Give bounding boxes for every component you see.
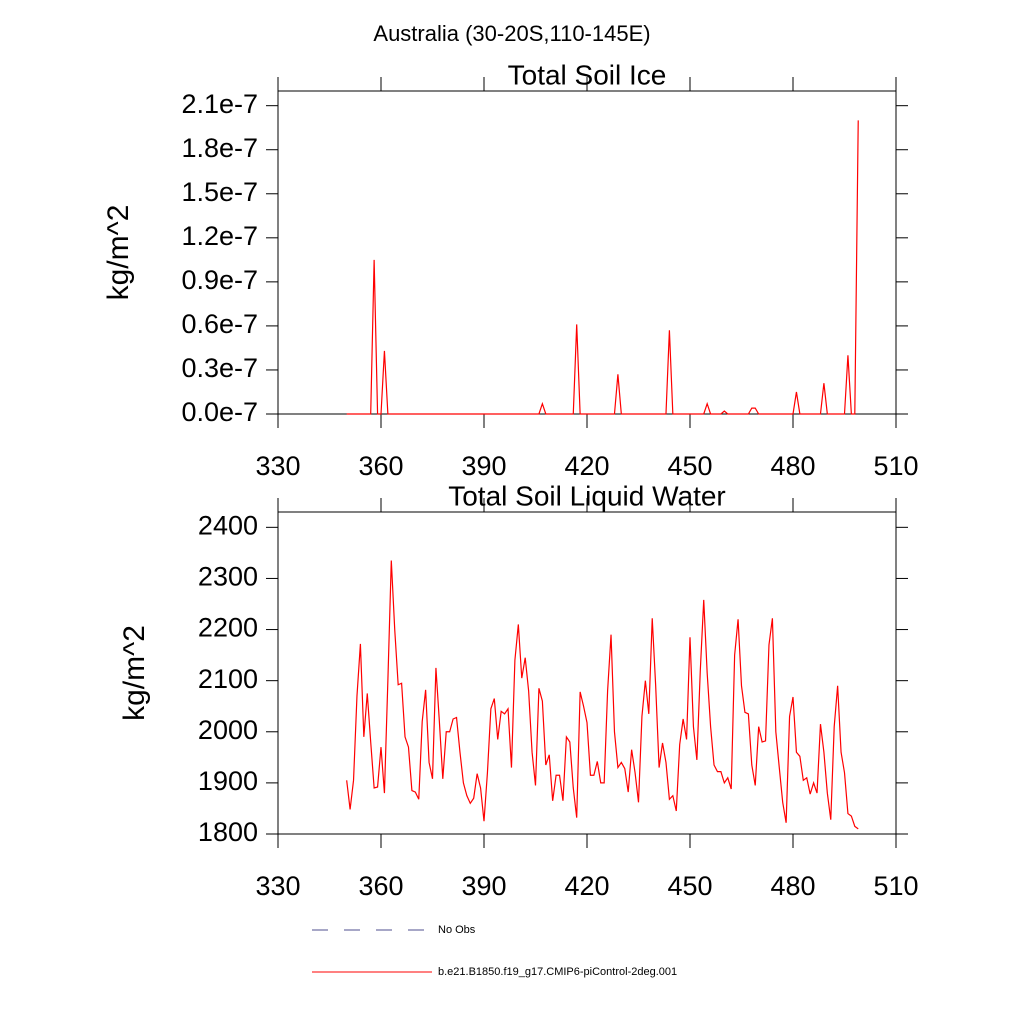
legend-label: No Obs <box>438 924 476 936</box>
x-tick-label: 360 <box>358 871 403 901</box>
y-tick-label: 2200 <box>198 613 258 643</box>
y-tick-label: 0.3e-7 <box>181 353 258 383</box>
x-tick-label: 450 <box>667 451 712 481</box>
y-tick-label: 1.5e-7 <box>181 177 258 207</box>
x-tick-label: 330 <box>255 871 300 901</box>
data-line <box>346 120 859 415</box>
y-tick-label: 2.1e-7 <box>181 89 258 119</box>
x-tick-label: 480 <box>770 871 815 901</box>
y-tick-label: 0.9e-7 <box>181 265 258 295</box>
plot-frame <box>277 90 897 415</box>
y-tick-label: 1.8e-7 <box>181 133 258 163</box>
x-tick-label: 360 <box>358 451 403 481</box>
plot-frame <box>277 511 897 835</box>
y-tick-label: 2000 <box>198 715 258 745</box>
y-tick-label: 2400 <box>198 510 258 540</box>
figure-title: Australia (30-20S,110-145E) <box>373 21 650 46</box>
x-tick-label: 390 <box>461 451 506 481</box>
y-tick-label: 2100 <box>198 664 258 694</box>
x-tick-label: 420 <box>564 451 609 481</box>
y-tick-label: 1900 <box>198 766 258 796</box>
x-tick-label: 450 <box>667 871 712 901</box>
y-tick-label: 0.0e-7 <box>181 397 258 427</box>
x-tick-label: 510 <box>873 451 918 481</box>
x-tick-label: 420 <box>564 871 609 901</box>
x-tick-label: 510 <box>873 871 918 901</box>
y-tick-label: 1.2e-7 <box>181 221 258 251</box>
y-tick-label: 1800 <box>198 817 258 847</box>
y-tick-label: 2300 <box>198 562 258 592</box>
x-tick-label: 480 <box>770 451 815 481</box>
y-tick-label: 0.6e-7 <box>181 309 258 339</box>
x-tick-label: 330 <box>255 451 300 481</box>
data-line <box>346 560 859 830</box>
legend-label: b.e21.B1850.f19_g17.CMIP6-piControl-2deg… <box>438 966 677 978</box>
x-tick-label: 390 <box>461 871 506 901</box>
y-axis-label: kg/m^2 <box>118 625 151 721</box>
y-axis-label: kg/m^2 <box>102 205 135 301</box>
